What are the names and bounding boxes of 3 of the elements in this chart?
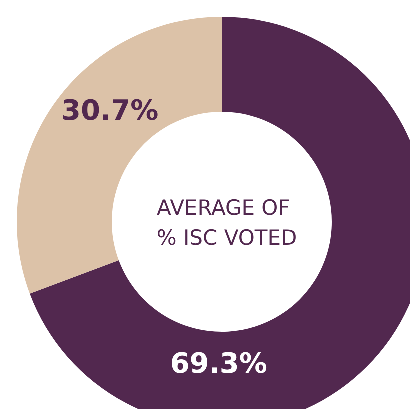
data-label: 69.3% bbox=[170, 346, 268, 380]
data-label: 30.7% bbox=[62, 94, 159, 128]
text: AVERAGE OF % ISC VOTED bbox=[156, 196, 298, 250]
